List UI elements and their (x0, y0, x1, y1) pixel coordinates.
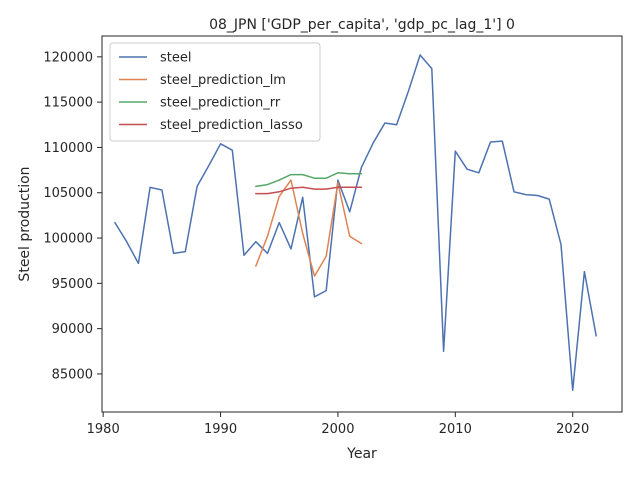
x-tick-label: 1990 (204, 422, 237, 437)
chart-title: 08_JPN ['GDP_per_capita', 'gdp_pc_lag_1'… (209, 17, 515, 33)
y-tick-label: 95000 (52, 277, 93, 292)
legend-label: steel_prediction_rr (160, 96, 281, 111)
series-line-steel-prediction-lasso (255, 186, 363, 195)
x-tick-label: 2020 (556, 422, 589, 437)
legend-label: steel_prediction_lm (160, 73, 286, 88)
series-line-steel (114, 54, 597, 392)
y-tick-label: 105000 (43, 186, 93, 201)
plot-frame (101, 35, 623, 413)
series-line-steel-prediction-rr (255, 172, 363, 188)
y-tick-label: 120000 (43, 50, 93, 65)
x-axis: 1980 1990 2000 2010 2020 (87, 412, 589, 437)
y-tick-label: 100000 (43, 232, 93, 247)
x-tick-label: 2010 (439, 422, 472, 437)
y-tick-label: 115000 (43, 96, 93, 111)
y-axis-label: Steel production (17, 166, 33, 281)
legend-box (109, 42, 321, 142)
y-tick-label: 110000 (43, 141, 93, 156)
legend-label: steel (160, 51, 191, 66)
legend-label: steel_prediction_lasso (160, 118, 303, 133)
y-tick-label: 90000 (52, 322, 93, 337)
x-axis-label: Year (346, 446, 377, 462)
y-tick-label: 85000 (52, 367, 93, 382)
legend: steel steel_prediction_lm steel_prediction… (109, 42, 321, 142)
series-lines (114, 54, 597, 392)
series-line-steel-prediction-lm (255, 179, 363, 277)
x-tick-label: 2000 (321, 422, 354, 437)
x-tick-label: 1980 (87, 422, 120, 437)
y-axis: 85000 90000 95000 100000 105000 110000 115000 1… (43, 50, 102, 382)
